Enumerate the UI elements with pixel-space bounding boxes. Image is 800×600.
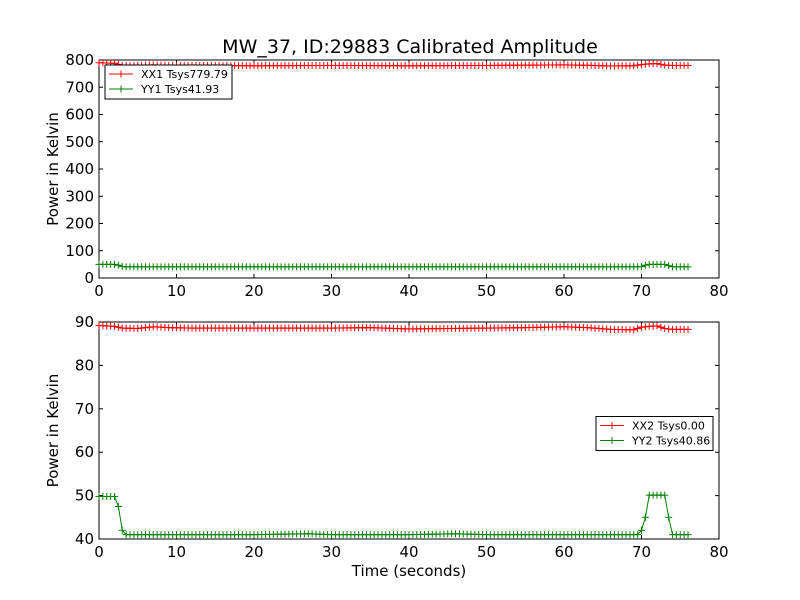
x-tick-label: 40: [399, 282, 418, 300]
x-tick-label: 80: [709, 543, 728, 561]
x-tick-label: 20: [244, 282, 263, 300]
y-tick-label: 300: [65, 187, 94, 205]
series-008000-2: [95, 260, 692, 271]
x-tick-label: 60: [554, 282, 573, 300]
y-axis-title: Power in Kelvin: [44, 112, 62, 226]
legend-label: YY2 Tsys40.86: [631, 435, 710, 448]
chart-panel-2: 0 10 20 30 40 50 60 70 80 40 50 60 70 80 90 Power in Ke…: [44, 313, 729, 580]
y-tick-label: 700: [65, 78, 94, 96]
chart-panel-1: 0 10 20 30 40 50 60 70 8001002003004005006007008…: [44, 51, 729, 300]
y-tick-label: 90: [75, 313, 94, 331]
y-tick-label: 70: [75, 400, 94, 418]
y-tick-label: 80: [75, 356, 94, 374]
legend-2: XX2 Tsys0.00 YY2 Tsys40.86: [595, 416, 714, 451]
series-008000-2: [95, 491, 692, 539]
y-tick-label: 800: [65, 51, 94, 69]
chart-title: MW_37, ID:29883 Calibrated Amplitude: [222, 36, 598, 58]
x-tick-label: 70: [632, 282, 651, 300]
y-tick-label: 400: [65, 160, 94, 178]
legend-box: [595, 416, 714, 451]
legend-1: XX1 Tsys779.79 YY1 Tsys41.93: [104, 64, 233, 100]
legend-box: [104, 64, 233, 100]
y-tick-label: 500: [65, 133, 94, 151]
y-tick-label: 600: [65, 106, 94, 124]
y-tick-label: 100: [65, 242, 94, 260]
x-tick-label: 30: [322, 543, 341, 561]
x-tick-label: 20: [244, 543, 263, 561]
x-axis-title: Time (seconds): [351, 562, 467, 580]
y-tick-label: 50: [75, 487, 94, 505]
legend-label: YY1 Tsys41.93: [140, 83, 219, 96]
chart-layer: 0 10 20 30 40 50 60 70 8001002003004005006007008…: [44, 51, 729, 580]
y-tick-label: 200: [65, 215, 94, 233]
x-tick-label: 0: [94, 282, 104, 300]
x-tick-label: 70: [632, 543, 651, 561]
x-tick-label: 10: [167, 543, 186, 561]
x-tick-label: 80: [709, 282, 728, 300]
x-tick-label: 50: [477, 543, 496, 561]
y-axis-title: Power in Kelvin: [44, 374, 62, 488]
series-ff0000-1: [95, 321, 692, 334]
y-tick-label: 0: [84, 269, 94, 287]
x-tick-label: 30: [322, 282, 341, 300]
x-tick-label: 50: [477, 282, 496, 300]
x-tick-label: 60: [554, 543, 573, 561]
x-tick-label: 40: [399, 543, 418, 561]
x-tick-label: 10: [167, 282, 186, 300]
y-tick-label: 40: [75, 530, 94, 548]
legend-label: XX1 Tsys779.79: [141, 68, 228, 81]
y-tick-label: 60: [75, 443, 94, 461]
x-tick-label: 0: [94, 543, 104, 561]
legend-label: XX2 Tsys0.00: [632, 420, 705, 433]
